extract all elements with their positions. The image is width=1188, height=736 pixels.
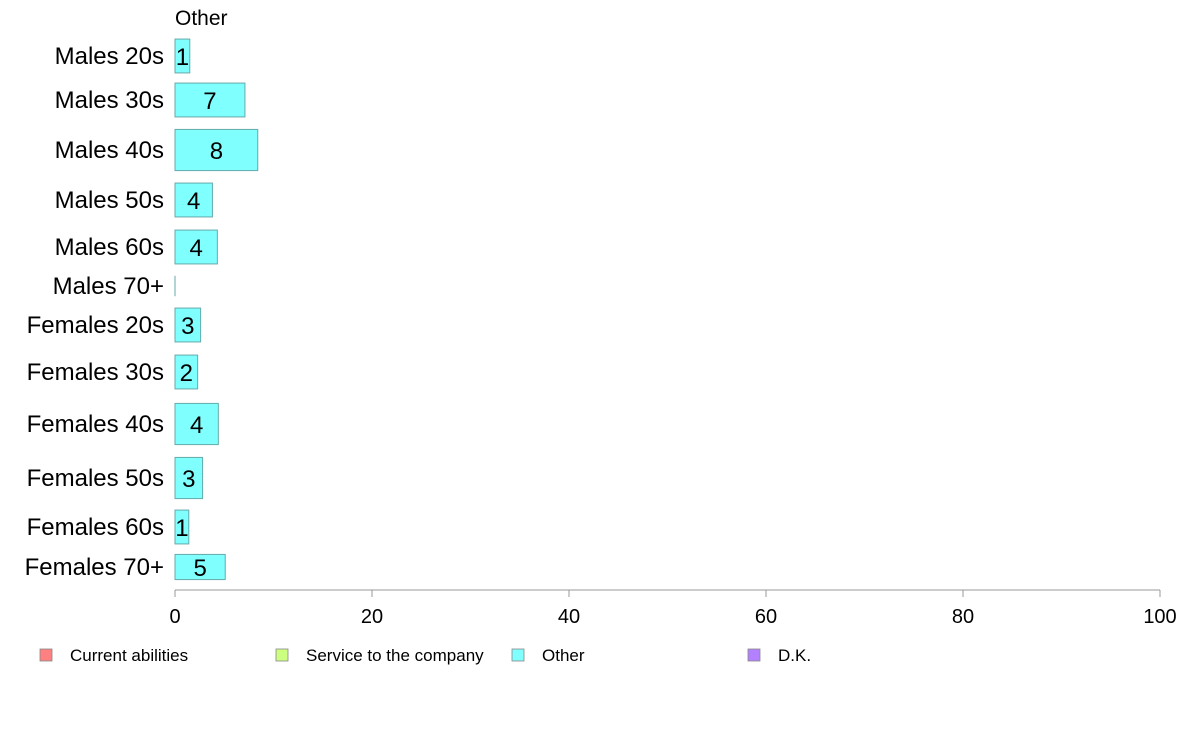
bar [174, 354, 199, 390]
legend-swatch [275, 648, 289, 662]
category-label: Males 60s [55, 234, 164, 261]
x-tick-label: 80 [952, 606, 974, 628]
category-label: Males 20s [55, 43, 164, 70]
bar-value-label: 8 [210, 138, 223, 165]
bar-value-label: 4 [187, 188, 200, 215]
x-tick-label: 20 [361, 606, 383, 628]
bar [174, 402, 219, 446]
bar [174, 456, 204, 500]
bar-value-label: 5 [193, 555, 206, 582]
x-tick-label: 100 [1143, 606, 1176, 628]
bar [174, 128, 259, 172]
legend-swatch [511, 648, 525, 662]
category-label: Males 30s [55, 87, 164, 114]
legend-label: Other [542, 646, 585, 665]
category-labels: Males 20s Males 30s Males 40s Males 50s Male… [25, 43, 164, 581]
category-label: Females 60s [27, 514, 164, 541]
x-axis: 0 20 40 60 80 100 [169, 589, 1177, 628]
category-label: Females 20s [27, 312, 164, 339]
legend-label: Service to the company [306, 646, 484, 665]
bar [174, 182, 213, 218]
legend-label: Current abilities [70, 646, 188, 665]
panel-title: Other [175, 7, 228, 30]
category-label: Females 30s [27, 359, 164, 386]
category-label: Females 40s [27, 411, 164, 438]
bar [174, 38, 191, 74]
legend-swatch [747, 648, 761, 662]
category-label: Males 50s [55, 187, 164, 214]
bar [174, 82, 246, 118]
category-label: Females 50s [27, 465, 164, 492]
bar-value-label: 3 [182, 466, 195, 493]
legend-label: D.K. [778, 646, 811, 665]
bar [174, 229, 218, 265]
bar [174, 509, 190, 545]
bar-value-label: 7 [203, 88, 216, 115]
bar-value-label: 4 [189, 235, 202, 262]
x-tick-label: 40 [558, 606, 580, 628]
bar-value-label: 3 [181, 313, 194, 340]
bar [174, 307, 202, 343]
bars [174, 38, 259, 581]
bar-value-label: 2 [180, 360, 193, 387]
category-label: Males 70+ [53, 273, 164, 300]
legend-swatch [39, 648, 53, 662]
legend: Current abilities Service to the company O… [39, 646, 811, 665]
category-label: Males 40s [55, 137, 164, 164]
category-label: Females 70+ [25, 554, 164, 581]
x-tick-label: 60 [755, 606, 777, 628]
bar-value-label: 1 [175, 515, 188, 542]
x-tick-label: 0 [169, 606, 180, 628]
bar-value-label: 4 [190, 412, 203, 439]
bar [174, 553, 226, 581]
bar-value-label: 1 [176, 44, 189, 71]
